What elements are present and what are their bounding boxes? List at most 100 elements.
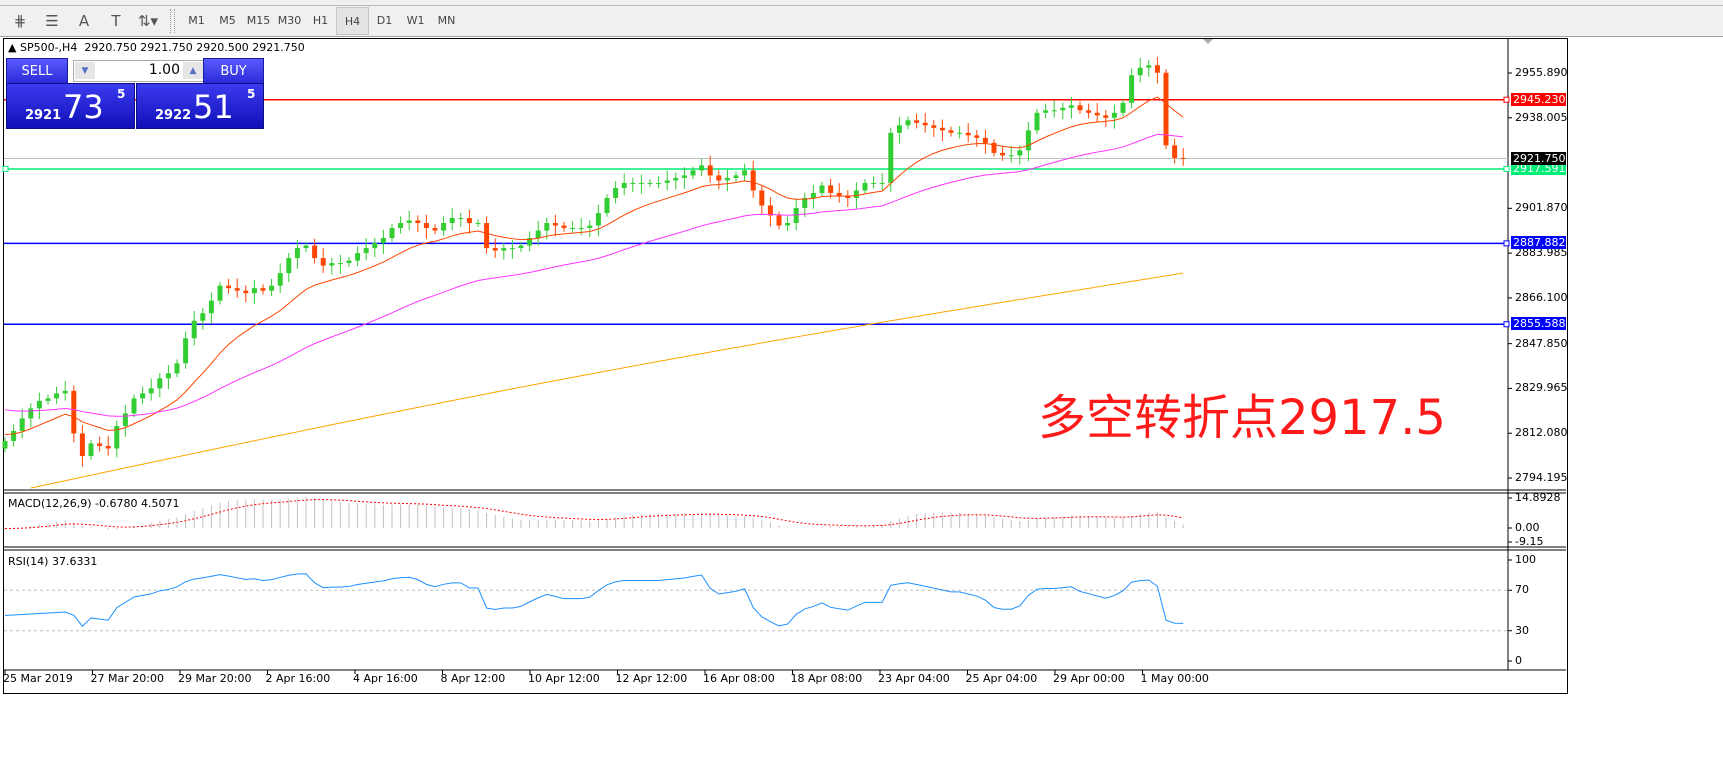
lot-size-input[interactable]: ▼ 1.00 ▲ xyxy=(73,60,205,82)
text-icon[interactable]: A xyxy=(78,12,90,30)
candle-body xyxy=(1094,112,1100,116)
candle-body xyxy=(441,223,447,231)
candle-body xyxy=(1129,75,1135,103)
sell-button[interactable]: SELL xyxy=(6,58,68,84)
candle-body xyxy=(45,398,51,401)
candle-body xyxy=(363,248,369,254)
fibonacci-icon[interactable]: ☰ xyxy=(45,12,59,30)
candle-body xyxy=(294,248,300,259)
timeframe-m15[interactable]: M15 xyxy=(246,13,271,27)
candle-body xyxy=(656,182,662,184)
candle-body xyxy=(595,213,601,226)
timeframe-w1[interactable]: W1 xyxy=(406,13,425,27)
timeframe-m5[interactable]: M5 xyxy=(219,13,236,27)
candle-body xyxy=(828,185,834,193)
candle-body xyxy=(948,130,954,133)
chart-window[interactable] xyxy=(3,38,1568,694)
annotation-text[interactable]: 多空转折点2917.5 xyxy=(1038,390,1446,446)
candle-body xyxy=(449,218,455,224)
candle-body xyxy=(269,285,275,291)
timeframe-mn[interactable]: MN xyxy=(437,13,456,27)
candle-body xyxy=(97,443,103,446)
candle-body xyxy=(19,418,25,431)
candle-body xyxy=(819,185,825,193)
time-tick-label: 18 Apr 08:00 xyxy=(790,672,863,685)
lot-value[interactable]: 1.00 xyxy=(148,62,180,78)
timeframe-h4[interactable]: H4 xyxy=(336,7,369,35)
arrows-icon[interactable]: ⇅▾ xyxy=(137,12,159,30)
toolbar: ⋕ ☰ A T ⇅▾ M1 M5 M15 M30 H1 H4 D1 W1 MN xyxy=(0,6,1723,37)
candle-body xyxy=(105,445,111,449)
elliott-wave-icon[interactable]: ⋕ xyxy=(13,12,27,30)
candle-body xyxy=(836,192,842,196)
window-top-strip xyxy=(0,0,1723,6)
rsi-line xyxy=(4,573,1184,627)
candle-body xyxy=(1146,65,1152,68)
buy-price-prefix: 2922 xyxy=(155,108,192,123)
candle-body xyxy=(957,132,963,134)
candle-body xyxy=(544,223,550,231)
candle-body xyxy=(122,413,128,426)
time-tick-label: 25 Apr 04:00 xyxy=(965,672,1038,685)
rsi-tick-label: 100 xyxy=(1515,553,1536,566)
lot-increase-icon[interactable]: ▲ xyxy=(183,62,203,79)
time-tick-label: 16 Apr 08:00 xyxy=(703,672,775,685)
time-tick-label: 29 Mar 20:00 xyxy=(178,672,252,685)
candle-body xyxy=(621,182,627,188)
ohlc-values: 2920.750 2921.750 2920.500 2921.750 xyxy=(84,41,305,54)
price-tick-label: 2847.850 xyxy=(1515,336,1568,350)
candle-body xyxy=(733,175,739,178)
price-tick-label: 2794.195 xyxy=(1515,471,1568,485)
text-label-icon[interactable]: T xyxy=(111,12,121,30)
candle-body xyxy=(518,245,524,249)
candle-body xyxy=(183,338,189,364)
candle-body xyxy=(578,228,584,230)
level-price-tag: 2917.591 xyxy=(1511,161,1566,175)
candle-body xyxy=(1120,102,1126,113)
sell-price[interactable]: 2921 73 5 xyxy=(6,83,135,129)
candle-body xyxy=(570,228,576,230)
candle-body xyxy=(423,223,429,229)
candle-body xyxy=(759,190,765,206)
candle-body xyxy=(131,398,137,414)
price-tick-label: 2829.965 xyxy=(1515,381,1568,395)
candle-body xyxy=(234,288,240,291)
timeframe-d1[interactable]: D1 xyxy=(376,13,393,27)
collapse-triangle-icon[interactable]: ▲ xyxy=(8,41,17,54)
candle-body xyxy=(1008,155,1014,157)
candle-body xyxy=(458,218,464,220)
price-tick-label: 2812.080 xyxy=(1515,426,1568,440)
candle-body xyxy=(724,177,730,181)
candle-body xyxy=(552,223,558,226)
candle-body xyxy=(28,408,34,419)
candle-body xyxy=(767,205,773,216)
candle-body xyxy=(191,320,197,339)
candle-body xyxy=(587,225,593,229)
buy-price[interactable]: 2922 51 5 xyxy=(136,83,264,129)
time-tick-label: 12 Apr 12:00 xyxy=(615,672,688,685)
candle-body xyxy=(1000,152,1006,156)
candle-body xyxy=(707,165,713,176)
candle-body xyxy=(355,253,361,261)
level-handle-icon xyxy=(1503,165,1510,172)
candle-body xyxy=(905,120,911,126)
timeframe-m1[interactable]: M1 xyxy=(188,13,205,27)
candle-body xyxy=(415,220,421,224)
candle-body xyxy=(1060,107,1066,111)
price-tick-label: 2938.005 xyxy=(1515,110,1568,124)
candle-body xyxy=(36,400,42,409)
candle-body xyxy=(1017,150,1023,156)
timeframe-m30[interactable]: M30 xyxy=(277,13,302,27)
candle-body xyxy=(320,258,326,266)
sell-price-pips: 73 xyxy=(63,88,104,126)
candle-body xyxy=(888,132,894,183)
candle-body xyxy=(251,288,257,294)
candle-body xyxy=(974,135,980,138)
candle-body xyxy=(11,430,17,441)
lot-decrease-icon[interactable]: ▼ xyxy=(75,62,95,79)
buy-button[interactable]: BUY xyxy=(203,58,264,84)
candle-body xyxy=(79,433,85,456)
timeframe-h1[interactable]: H1 xyxy=(312,13,329,27)
candle-body xyxy=(613,187,619,198)
